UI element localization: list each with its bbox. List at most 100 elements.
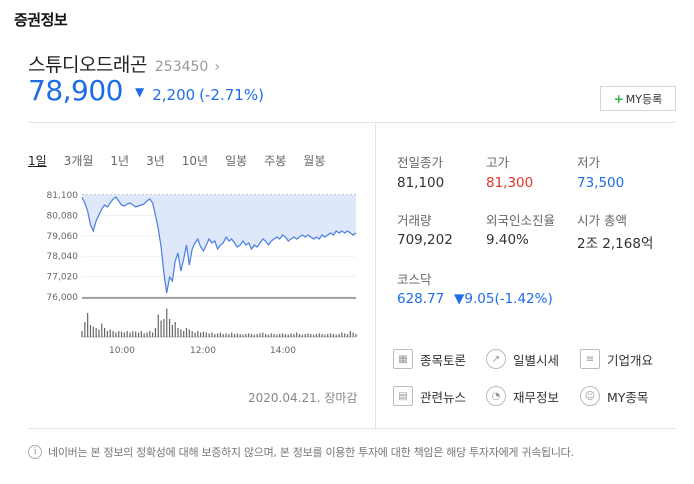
- volume-bar: [120, 331, 123, 337]
- volume-bar: [310, 334, 312, 337]
- info-icon: i: [28, 445, 42, 459]
- volume-bar: [81, 331, 83, 337]
- volume-bar: [287, 334, 289, 337]
- volume-bar: [197, 331, 199, 337]
- volume-bar: [89, 325, 92, 337]
- volume-bar: [327, 334, 329, 337]
- y-tick-label: 76,000: [47, 293, 79, 303]
- market-cap-label: 시가 총액: [577, 213, 627, 228]
- volume-bar: [335, 334, 337, 337]
- volume-bar: [135, 331, 137, 337]
- volume-bar: [115, 332, 117, 337]
- volume-bar: [233, 334, 236, 337]
- volume-bar: [293, 334, 295, 337]
- volume-bar: [168, 319, 171, 337]
- link-related-news[interactable]: ▤ 관련뉴스: [393, 386, 466, 406]
- volume-bar: [137, 332, 140, 337]
- volume-bar: [318, 333, 320, 337]
- stock-name[interactable]: 스튜디오드래곤: [28, 54, 147, 76]
- foreign-ratio-label: 외국인소진율: [486, 213, 556, 228]
- stock-header[interactable]: 스튜디오드래곤 253450 ›: [28, 50, 220, 77]
- low-label: 저가: [577, 155, 601, 170]
- link-company-overview-label: 기업개요: [607, 352, 654, 368]
- tab-10year[interactable]: 10년: [181, 154, 209, 168]
- volume-bar: [242, 334, 244, 337]
- volume-bar: [248, 333, 250, 337]
- chevron-right-icon[interactable]: ›: [214, 59, 220, 75]
- volume-bar: [265, 334, 267, 337]
- tab-daily-candle[interactable]: 일봉: [225, 154, 248, 168]
- my-register-button[interactable]: + MY등록: [600, 86, 676, 111]
- volume-bar: [279, 334, 281, 337]
- y-tick-label: 78,040: [47, 252, 79, 262]
- volume-bar: [166, 308, 168, 337]
- volume-bar: [132, 331, 134, 337]
- volume-bar: [321, 334, 323, 337]
- link-financials[interactable]: ◔ 재무정보: [486, 386, 559, 406]
- tab-weekly-candle[interactable]: 주봉: [264, 154, 287, 168]
- link-discussion[interactable]: ▦ 종목토론: [393, 349, 466, 369]
- volume-bar: [219, 332, 222, 337]
- tab-3month[interactable]: 3개월: [63, 154, 94, 168]
- high-label: 고가: [486, 155, 510, 170]
- tab-monthly-candle[interactable]: 월봉: [303, 154, 326, 168]
- volume-bar: [245, 334, 247, 337]
- volume-bar: [129, 332, 131, 337]
- volume-bar: [160, 320, 162, 337]
- tab-1day[interactable]: 1일: [28, 154, 47, 168]
- volume-bar: [152, 332, 154, 337]
- kosdaq-change-percent: (-1.42%): [494, 291, 553, 307]
- volume-bar: [143, 333, 145, 337]
- volume-bar: [95, 328, 97, 337]
- volume-bar: [270, 333, 272, 337]
- volume-bar: [171, 325, 173, 337]
- volume-bar: [267, 334, 270, 337]
- price-row: 78,900 ▼ 2,200 (-2.71%): [28, 74, 264, 107]
- link-company-overview[interactable]: ≡ 기업개요: [580, 349, 653, 369]
- current-price: 78,900: [28, 74, 123, 107]
- volume-bar: [202, 331, 205, 337]
- volume-bar: [273, 334, 275, 337]
- intraday-chart[interactable]: 81,100 80,080 79,060 78,040 77,020 76,000 10:0…: [0, 180, 375, 370]
- volume-bar: [216, 333, 219, 337]
- volume-bar: [276, 334, 278, 337]
- link-my-stocks[interactable]: ☺ MY종목: [580, 386, 648, 406]
- volume-bar: [304, 334, 306, 337]
- volume-bar: [126, 331, 128, 337]
- volume-bar: [163, 319, 165, 337]
- volume-bar: [103, 328, 106, 337]
- tab-1year[interactable]: 1년: [110, 154, 130, 168]
- volume-bar: [191, 331, 193, 337]
- plus-icon: +: [613, 91, 624, 106]
- prev-close-value: 81,100: [397, 175, 445, 191]
- volume-bar: [239, 334, 241, 337]
- high-value: 81,300: [486, 175, 534, 191]
- volume-bar: [236, 333, 238, 337]
- low-value: 73,500: [577, 175, 625, 191]
- volume-bar: [183, 331, 185, 337]
- prev-close-label: 전일종가: [397, 155, 444, 170]
- tab-3year[interactable]: 3년: [146, 154, 165, 168]
- volume-bar: [177, 328, 179, 337]
- foreign-ratio-value: 9.40%: [486, 232, 529, 248]
- chart-area: [81, 195, 357, 294]
- volume-bar: [256, 334, 258, 337]
- divider-vertical: [375, 122, 376, 428]
- divider-bottom: [28, 428, 676, 429]
- news-icon: ▤: [393, 386, 413, 406]
- divider-top: [28, 122, 676, 123]
- trend-icon: ↗: [486, 349, 506, 369]
- link-discussion-label: 종목토론: [420, 352, 467, 368]
- volume-bar: [338, 334, 340, 337]
- volume-bar: [87, 313, 89, 337]
- kosdaq-change: ▼9.05(-1.42%): [454, 291, 553, 307]
- user-icon: ☺: [580, 386, 600, 406]
- link-daily-quotes[interactable]: ↗ 일별시세: [486, 349, 559, 369]
- kosdaq-down-arrow-icon: ▼: [454, 291, 465, 307]
- volume-bar: [307, 333, 309, 337]
- price-line: [81, 196, 357, 294]
- volume-bar: [253, 334, 255, 337]
- volume-bar: [228, 334, 230, 337]
- volume-bar: [284, 334, 286, 337]
- volume-bar: [332, 334, 335, 337]
